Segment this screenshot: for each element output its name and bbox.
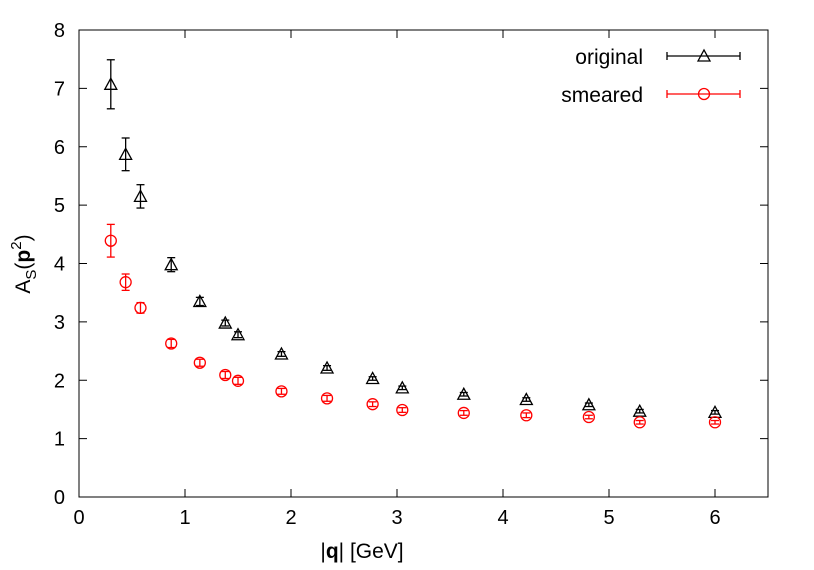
circle-marker [366,398,379,411]
smeared-point [396,403,409,417]
x-tick-label: 6 [709,507,720,529]
triangle-marker [230,327,246,341]
original-point [230,327,246,341]
smeared-point [582,410,596,424]
circle-marker [633,416,646,429]
circle-marker [231,374,245,387]
circle-marker [457,406,470,420]
circle-marker [708,416,722,429]
smeared-point [708,416,722,429]
smeared-point [119,273,132,292]
x-tick-label: 1 [179,507,190,529]
smeared-point [193,356,206,369]
original-point [365,371,380,385]
triangle-marker [164,257,179,271]
smeared-point [633,416,646,429]
circle-marker [104,234,117,247]
smeared-point [457,406,470,420]
x-tick-label: 5 [603,507,614,529]
y-tick-label: 6 [54,137,65,159]
original-point [133,184,148,209]
circle-marker [275,385,288,398]
smeared-point [520,409,533,422]
original-point [192,294,207,308]
smeared-point [231,374,245,387]
circle-marker [119,276,132,289]
legend-triangle-icon [696,48,712,62]
x-axis-label: |q| [GeV] [320,540,403,563]
triangle-marker [103,76,118,90]
smeared-point [320,392,334,405]
original-point [103,59,118,110]
triangle-marker [118,146,133,160]
triangle-marker [319,360,335,374]
circle-marker [134,301,147,315]
legend-circle-icon [697,87,711,101]
legend-label: smeared [561,84,643,107]
triangle-marker [365,371,380,385]
original-point [274,346,289,360]
triangle-marker [581,397,596,411]
original-point [395,380,410,394]
smeared-point [104,223,117,258]
original-point [164,257,179,273]
smeared-point [134,301,147,315]
legend-label: original [575,46,643,69]
triangle-marker [133,189,148,203]
circle-marker [520,409,533,422]
original-point [218,315,233,329]
plot-frame [78,29,769,498]
original-point [319,360,335,374]
x-tick-label: 3 [391,507,402,529]
circle-marker [320,392,334,405]
triangle-marker [456,386,471,400]
y-tick-label: 2 [54,370,65,392]
circle-marker [219,368,232,382]
triangle-marker [192,294,207,308]
y-tick-label: 8 [54,20,65,42]
triangle-marker [274,346,289,360]
y-tick-label: 7 [54,78,65,100]
triangle-marker [218,315,233,329]
circle-marker [396,403,409,417]
circle-marker [193,356,206,369]
smeared-point [366,398,379,411]
circle-marker [582,410,596,424]
triangle-marker [395,380,410,394]
original-point [581,397,596,411]
circle-marker [165,337,178,350]
triangle-marker [519,392,534,406]
y-tick-label: 1 [54,429,65,451]
original-point [519,392,534,406]
x-tick-label: 2 [285,507,296,529]
smeared-point [219,368,232,382]
original-point [632,403,647,417]
y-tick-label: 3 [54,312,65,334]
smeared-point [165,337,178,350]
y-tick-label: 4 [54,254,65,276]
x-tick-label: 4 [497,507,508,529]
y-axis-label: AS(p2) [8,234,40,293]
original-point [118,137,133,172]
y-tick-label: 5 [54,195,65,217]
y-tick-label: 0 [54,487,65,509]
original-point [707,404,723,419]
original-point [456,386,471,400]
x-tick-label: 0 [73,507,84,529]
smeared-point [275,385,288,398]
